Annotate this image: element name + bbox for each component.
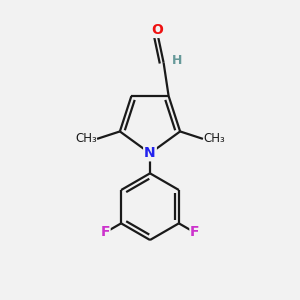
Text: O: O <box>152 23 164 38</box>
Text: F: F <box>190 226 200 239</box>
Text: CH₃: CH₃ <box>75 132 97 146</box>
Text: H: H <box>172 53 182 67</box>
Text: CH₃: CH₃ <box>203 132 225 146</box>
Text: N: N <box>144 146 156 160</box>
Text: F: F <box>100 226 110 239</box>
